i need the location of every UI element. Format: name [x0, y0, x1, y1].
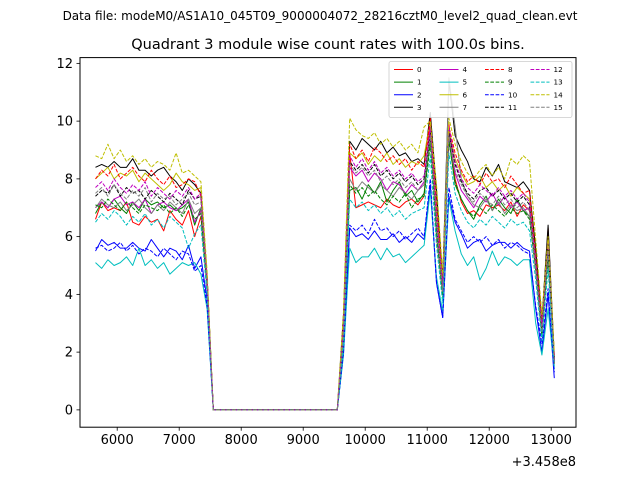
x-tick-label: 6000	[101, 433, 134, 448]
legend-label-1: 1	[417, 78, 422, 87]
legend-label-9: 9	[508, 78, 513, 87]
x-tick-label: 9000	[287, 433, 320, 448]
series-line-15	[95, 135, 555, 411]
legend-label-11: 11	[508, 103, 517, 112]
legend-frame	[388, 61, 573, 118]
legend-label-5: 5	[463, 78, 468, 87]
legend-label-4: 4	[463, 65, 468, 74]
y-tick-label: 2	[65, 346, 73, 361]
axes-frame	[79, 57, 577, 428]
figure-suptitle: Data file: modeM0/AS1A10_045T09_90000040…	[63, 9, 578, 23]
legend-label-12: 12	[554, 65, 563, 74]
legend-label-10: 10	[508, 90, 518, 99]
legend-label-7: 7	[463, 103, 468, 112]
legend-label-3: 3	[417, 103, 422, 112]
legend-label-2: 2	[417, 90, 422, 99]
y-tick-label: 8	[65, 172, 73, 187]
chart-title: Quadrant 3 module wise count rates with …	[131, 37, 525, 53]
x-tick-label: 8000	[225, 433, 258, 448]
x-tick-label: 7000	[163, 433, 196, 448]
legend-label-8: 8	[508, 65, 513, 74]
x-tick-label: 10000	[345, 433, 386, 448]
x-offset-label: +3.458e8	[512, 455, 576, 470]
axis-ticks: 6000 7000 8000 9000 10000 11000 12000 13000 0 2 4 6…	[56, 57, 571, 448]
y-tick-label: 12	[56, 57, 73, 72]
y-tick-label: 6	[65, 230, 73, 245]
legend-label-13: 13	[554, 78, 563, 87]
y-tick-label: 0	[65, 403, 73, 418]
x-tick-label: 13000	[531, 433, 572, 448]
legend-label-15: 15	[554, 103, 563, 112]
x-tick-label: 12000	[469, 433, 510, 448]
legend-label-0: 0	[417, 65, 422, 74]
legend-label-14: 14	[554, 90, 564, 99]
series-line-9	[95, 140, 555, 411]
series-line-10	[95, 178, 555, 411]
legend-label-6: 6	[463, 90, 468, 99]
plot-area	[95, 77, 555, 411]
x-tick-label: 11000	[407, 433, 448, 448]
y-tick-label: 4	[65, 288, 73, 303]
y-tick-label: 10	[56, 115, 73, 130]
